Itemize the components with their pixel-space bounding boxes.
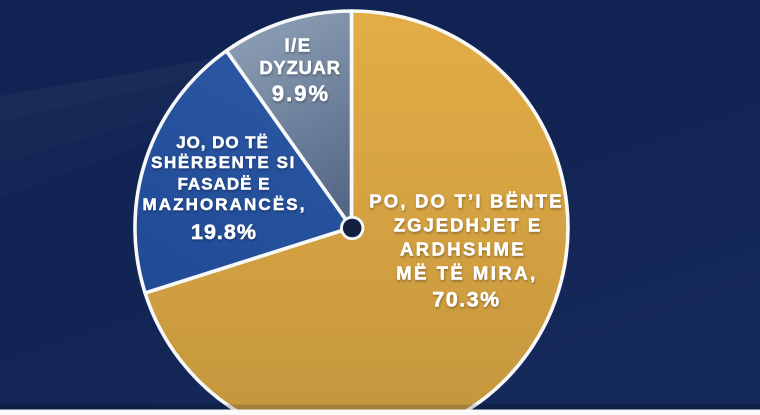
- svg-text:PO, DO T’I BËNTE: PO, DO T’I BËNTE: [369, 191, 564, 212]
- svg-text:ARDHSHME: ARDHSHME: [400, 239, 526, 260]
- svg-text:70.3%: 70.3%: [432, 288, 500, 312]
- svg-text:9.9%: 9.9%: [272, 81, 330, 106]
- svg-text:JO, DO TË: JO, DO TË: [176, 133, 269, 152]
- svg-text:I/E: I/E: [284, 35, 311, 56]
- svg-text:ZGJEDHJET E: ZGJEDHJET E: [394, 215, 542, 236]
- svg-text:MAZHORANCËS,: MAZHORANCËS,: [142, 195, 306, 214]
- svg-text:DYZUAR: DYZUAR: [259, 57, 340, 78]
- svg-text:MË TË MIRA,: MË TË MIRA,: [396, 263, 538, 284]
- svg-text:FASADË E: FASADË E: [177, 175, 270, 194]
- svg-text:19.8%: 19.8%: [191, 220, 257, 244]
- svg-text:SHËRBENTE SI: SHËRBENTE SI: [151, 153, 296, 172]
